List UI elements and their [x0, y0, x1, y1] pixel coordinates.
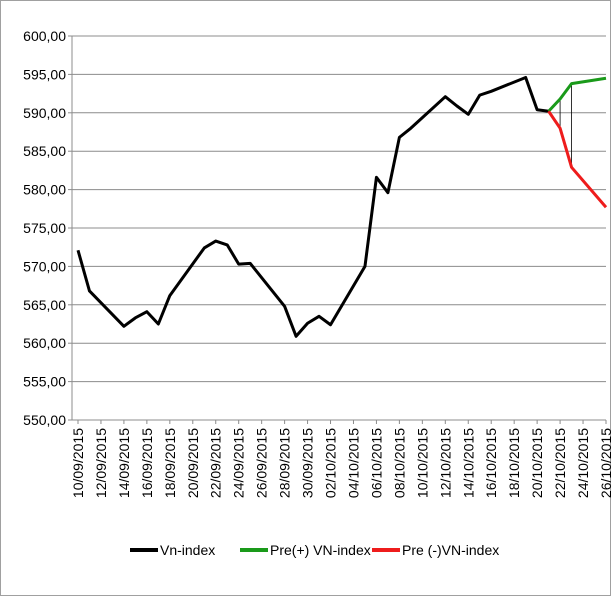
x-tick-label: 24/09/2015 [231, 428, 247, 498]
x-tick-label: 26/10/2015 [598, 428, 611, 498]
y-tick-label: 560,00 [23, 335, 66, 351]
x-tick-label: 04/10/2015 [345, 428, 361, 498]
y-tick-label: 595,00 [23, 66, 66, 82]
x-tick-label: 24/10/2015 [575, 428, 591, 498]
y-tick-label: 570,00 [23, 258, 66, 274]
x-tick-label: 12/10/2015 [437, 428, 453, 498]
x-tick-label: 16/09/2015 [139, 428, 155, 498]
x-tick-label: 28/09/2015 [277, 428, 293, 498]
series-line [547, 76, 607, 113]
x-tick-label: 12/09/2015 [93, 428, 109, 498]
x-tick-label: 06/10/2015 [368, 428, 384, 498]
x-tick-label: 18/09/2015 [162, 428, 178, 498]
legend-label: Pre (-)VN-index [402, 542, 499, 558]
y-tick-label: 550,00 [23, 412, 66, 428]
y-tick-label: 580,00 [23, 182, 66, 198]
x-tick-label: 18/10/2015 [506, 428, 522, 498]
x-tick-label: 10/09/2015 [70, 428, 86, 498]
series-line [547, 110, 608, 209]
x-tick-label: 08/10/2015 [391, 428, 407, 498]
y-tick-label: 555,00 [23, 374, 66, 390]
x-tick-label: 26/09/2015 [254, 428, 270, 498]
y-tick-label: 575,00 [23, 220, 66, 236]
x-tick-label: 02/10/2015 [323, 428, 339, 498]
x-tick-label: 20/09/2015 [185, 428, 201, 498]
legend-label: Pre(+) VN-index [270, 542, 371, 558]
y-tick-label: 585,00 [23, 143, 66, 159]
series-line [76, 75, 549, 338]
legend-label: Vn-index [160, 542, 215, 558]
x-tick-label: 10/10/2015 [414, 428, 430, 498]
x-tick-label: 20/10/2015 [529, 428, 545, 498]
x-tick-label: 16/10/2015 [483, 428, 499, 498]
y-tick-label: 590,00 [23, 105, 66, 121]
x-tick-label: 14/10/2015 [460, 428, 476, 498]
x-tick-label: 30/09/2015 [300, 428, 316, 498]
x-tick-label: 14/09/2015 [116, 428, 132, 498]
y-tick-label: 600,00 [23, 28, 66, 44]
x-tick-label: 22/10/2015 [552, 428, 568, 498]
x-tick-label: 22/09/2015 [208, 428, 224, 498]
y-tick-label: 565,00 [23, 297, 66, 313]
